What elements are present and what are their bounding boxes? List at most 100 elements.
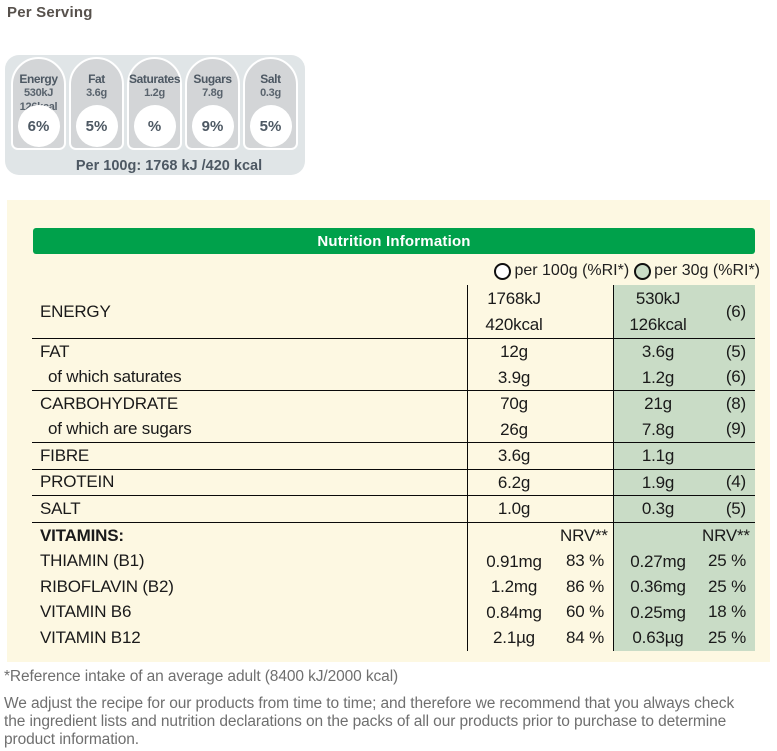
recipe-disclaimer: We adjust the recipe for our products fr…	[4, 695, 735, 748]
per-30g-amount: 1.9g	[641, 472, 675, 492]
per-100g-radio-label: per 100g (%RI*)	[514, 262, 630, 279]
gda-badge-values: 7.8g	[187, 86, 238, 100]
per-100g-radio-option[interactable]: per 100g (%RI*)	[494, 262, 629, 280]
per-30g-nrv: NRV**	[702, 525, 750, 545]
per-30g-cell: 0.63µg 25 %	[613, 625, 755, 651]
gda-per-100g-line: Per 100g: 1768 kJ /420 kcal	[75, 158, 263, 174]
per-30g-nrv: 18 %	[708, 602, 746, 622]
per-100g-cell: 1.0g	[467, 496, 613, 522]
gda-badge: Salt 0.3g 5%	[243, 57, 298, 150]
per-100g-nrv: 60 %	[566, 602, 604, 622]
per-30g-radio-option[interactable]: per 30g (%RI*)	[634, 262, 760, 280]
gda-badge-value: 3.6g	[86, 87, 107, 99]
per-30g-amount: 7.8g	[641, 419, 675, 439]
amount-line: 530kJ	[635, 289, 681, 308]
gda-badge: Sugars 7.8g 9%	[185, 57, 240, 150]
gda-badge-label: Energy	[19, 72, 58, 86]
per-30g-cell: NRV**	[613, 522, 755, 549]
gda-badge-value: 1.2g	[144, 87, 165, 99]
per-100g-cell: 0.84mg 60 %	[467, 599, 613, 625]
per-100g-cell: 1.2mg 86 %	[467, 574, 613, 600]
per-30g-amount: 530kJ 126kcal	[614, 286, 702, 337]
nutrition-table-row: VITAMIN B6 0.84mg 60 % 0.25mg 18 %	[32, 599, 755, 625]
nutrient-label: VITAMINS:	[40, 525, 124, 545]
per-30g-amount: 1.2g	[641, 367, 675, 387]
per-100g-amount: 1.0g	[497, 499, 531, 518]
per-100g-cell: 6.2g	[467, 469, 613, 495]
nutrition-table-row: FIBRE 3.6g 1.1g	[32, 442, 755, 469]
per-30g-nrv: 25 %	[708, 627, 746, 647]
amount-line: 126kcal	[629, 314, 687, 334]
gda-badge-percent: %	[133, 105, 176, 147]
per-30g-amount: 0.27mg	[630, 551, 686, 571]
per-30g-cell: 21g (8)	[613, 391, 755, 417]
nutrient-label: PROTEIN	[40, 472, 115, 492]
per-30g-cell: 0.25mg 18 %	[613, 599, 755, 625]
per-serving-heading: Per Serving	[7, 4, 93, 21]
nutrition-table-row: CARBOHYDRATE 70g 21g (8)	[32, 390, 755, 417]
nutrition-table-title: Nutrition Information	[33, 228, 755, 254]
nutrition-table-row: THIAMIN (B1) 0.91mg 83 % 0.27mg 25 %	[32, 548, 755, 574]
gda-badge-label: Fat	[88, 72, 105, 86]
per-30g-nrv: (9)	[725, 419, 746, 439]
gda-badge-label: Saturates	[129, 72, 181, 86]
per-100g-nrv: NRV**	[560, 525, 608, 545]
per-100g-nrv: 84 %	[566, 627, 604, 647]
per-30g-amount: 3.6g	[641, 342, 675, 361]
per-30g-nrv: (6)	[725, 367, 746, 387]
per-100g-cell: 70g	[467, 391, 613, 417]
gda-badge-values: 1.2g	[129, 86, 180, 100]
per-100g-amount: 3.9g	[497, 367, 531, 387]
per-100g-amount: 3.6g	[497, 446, 531, 465]
per-100g-cell: 26g	[467, 416, 613, 442]
nutrient-label: of which are sugars	[48, 419, 192, 439]
per-30g-cell: 0.3g (5)	[613, 496, 755, 522]
nutrition-table-row: SALT 1.0g 0.3g (5)	[32, 495, 755, 522]
gda-badge-values: 0.3g	[245, 86, 296, 100]
per-30g-radio-icon[interactable]	[634, 262, 652, 280]
amount-line: 420kcal	[485, 314, 543, 334]
nutrition-table: ENERGY 1768kJ 420kcal 530kJ 126kcal (6) FA…	[32, 285, 755, 651]
per-30g-cell: 3.6g (5)	[613, 339, 755, 365]
gda-badge-percent: 9%	[191, 105, 234, 147]
per-100g-cell: 0.91mg 83 %	[467, 548, 613, 574]
gda-badge-values: 3.6g	[71, 86, 122, 100]
per-100g-radio-icon[interactable]	[494, 262, 512, 280]
column-selector-row: per 100g (%RI*) per 30g (%RI*)	[7, 258, 760, 284]
per-30g-amount: 0.36mg	[630, 577, 686, 596]
per-30g-amount: 0.63µg	[632, 628, 684, 647]
per-100g-cell: 12g	[467, 339, 613, 365]
per-100g-amount: 0.84mg	[486, 602, 542, 622]
per-30g-nrv: (4)	[725, 472, 746, 492]
per-30g-cell: 1.1g	[613, 443, 755, 469]
nutrition-table-row: PROTEIN 6.2g 1.9g (4)	[32, 468, 755, 495]
gda-badge-percent: 5%	[249, 105, 292, 147]
nutrition-table-row: VITAMINS: NRV** NRV**	[32, 521, 755, 549]
per-30g-amount: 1.1g	[641, 446, 675, 465]
per-30g-cell: 530kJ 126kcal (6)	[613, 285, 755, 338]
per-30g-amount: 0.3g	[641, 499, 675, 518]
nutrient-label: of which saturates	[48, 367, 182, 387]
nutrition-table-row: VITAMIN B12 2.1µg 84 % 0.63µg 25 %	[32, 625, 755, 651]
gda-badge-value: 7.8g	[202, 87, 223, 99]
gda-badge-percent: 5%	[75, 105, 118, 147]
nutrient-label: THIAMIN (B1)	[40, 551, 145, 571]
per-30g-nrv: 25 %	[708, 551, 746, 571]
per-100g-amount: 6.2g	[497, 472, 531, 492]
amount-line: 1768kJ	[487, 289, 541, 308]
per-30g-nrv: (5)	[725, 341, 746, 361]
nutrient-label: CARBOHYDRATE	[40, 393, 179, 413]
nutrient-label: SALT	[40, 498, 81, 518]
per-100g-cell: 1768kJ 420kcal	[467, 285, 613, 338]
nutrient-label: FIBRE	[40, 445, 90, 465]
reference-intake-footnote: *Reference intake of an average adult (8…	[4, 668, 399, 685]
per-30g-cell: 7.8g (9)	[613, 416, 755, 442]
gda-badge-label: Sugars	[193, 72, 232, 86]
per-30g-amount: 21g	[644, 394, 672, 413]
per-100g-cell: NRV**	[467, 522, 613, 549]
per-30g-cell: 0.27mg 25 %	[613, 548, 755, 574]
per-100g-amount: 1768kJ 420kcal	[468, 286, 560, 337]
per-30g-radio-label: per 30g (%RI*)	[654, 262, 760, 279]
